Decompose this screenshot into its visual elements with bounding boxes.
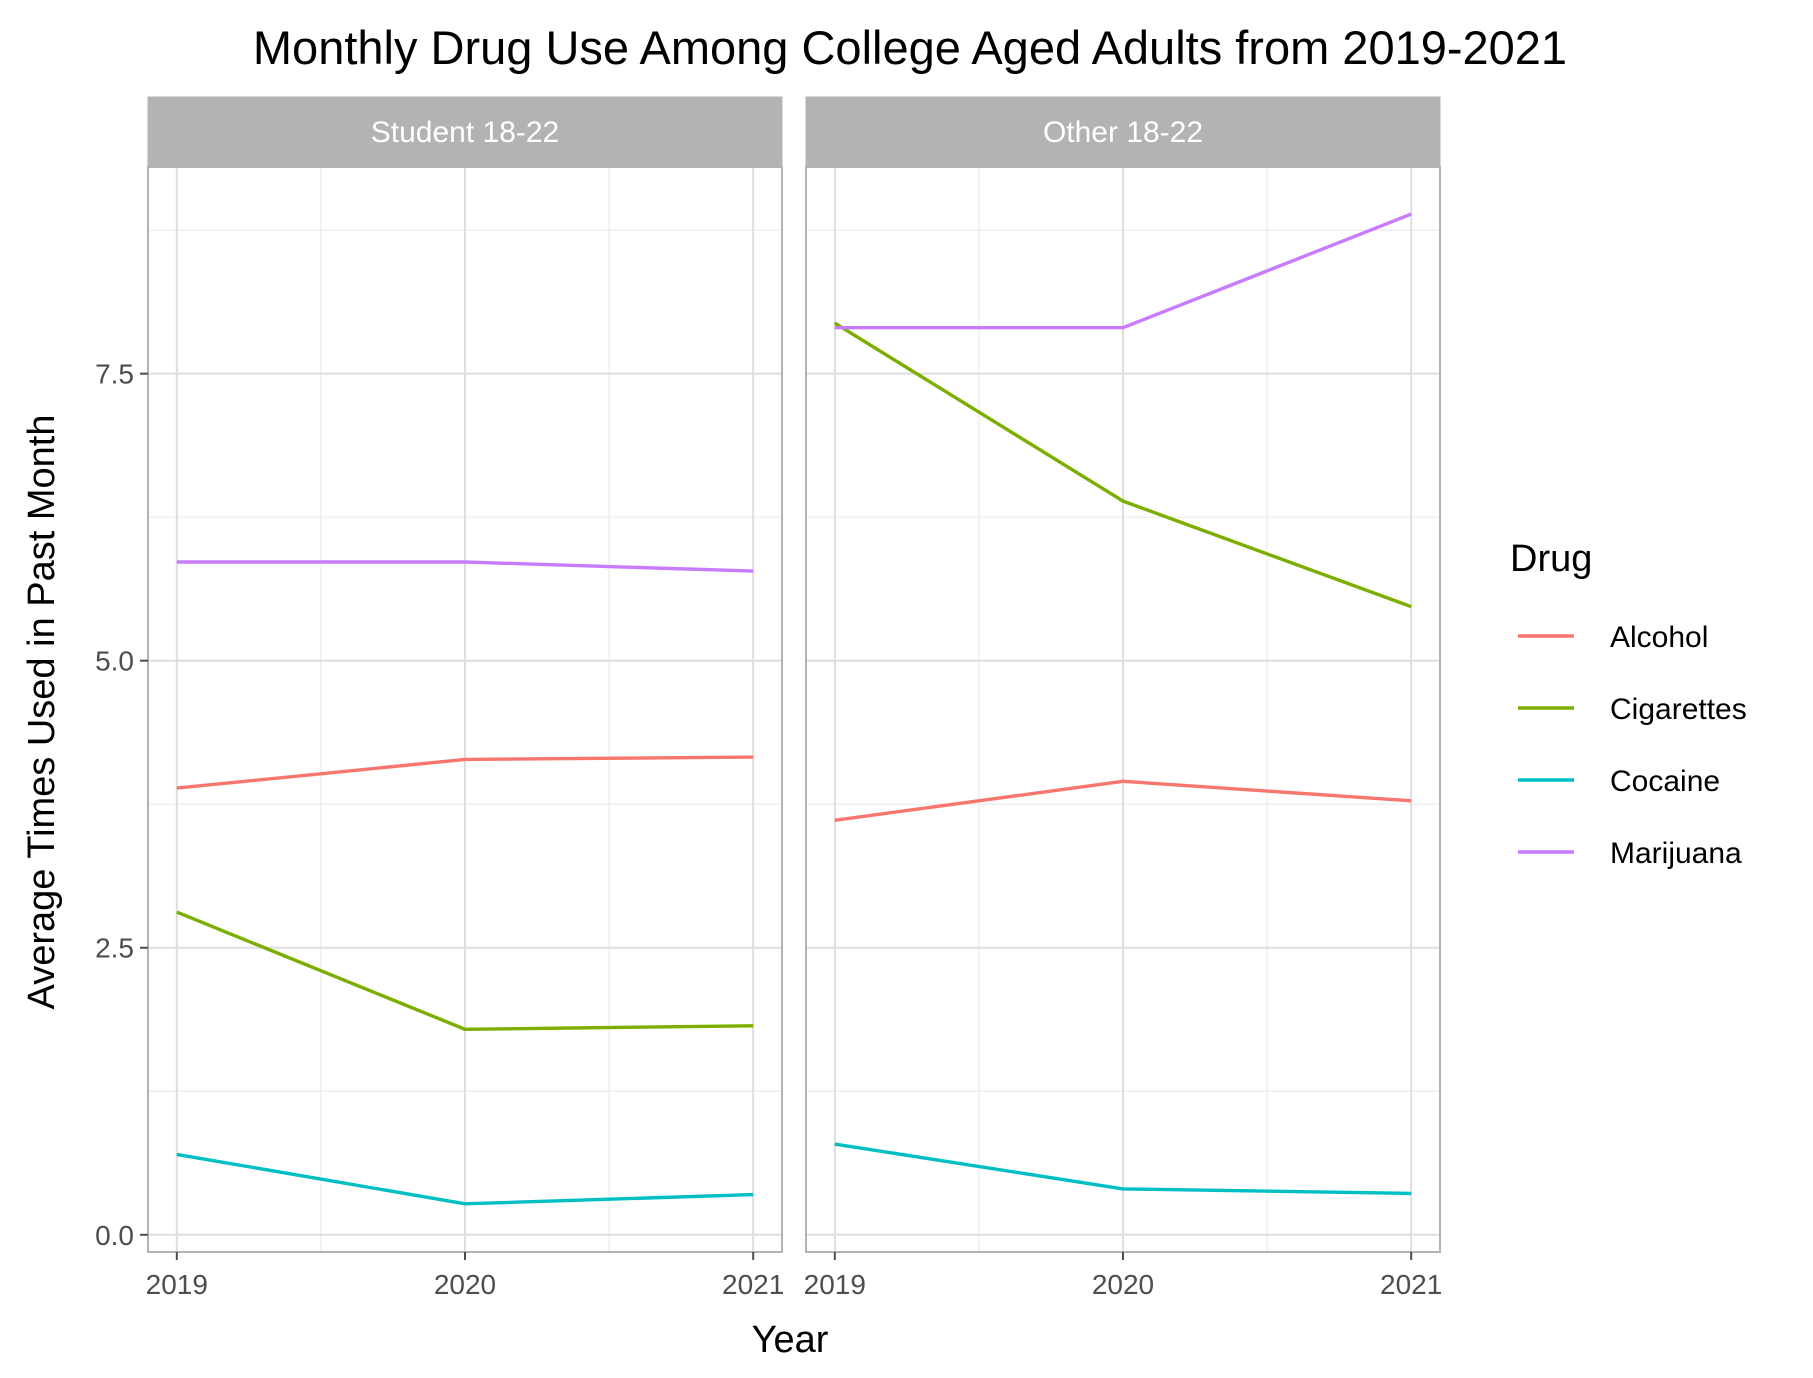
panel-2: Other 18-22 2019 2020 2021 — [804, 96, 1442, 1300]
legend-entry-alcohol: Alcohol — [1518, 621, 1708, 654]
y-tick-label: 0.0 — [95, 1220, 134, 1251]
chart-title: Monthly Drug Use Among College Aged Adul… — [253, 21, 1567, 74]
series-line-cocaine — [834, 1142, 1412, 1196]
legend: Drug Alcohol Cigarettes Cocaine Marijuana — [1510, 538, 1747, 870]
x-tick-label: 2019 — [804, 1269, 866, 1300]
legend-title: Drug — [1510, 538, 1592, 580]
series-line-marijuana — [176, 560, 754, 573]
series-line-marijuana — [834, 212, 1412, 330]
x-tick-label: 2021 — [722, 1269, 784, 1300]
series-line-cigarettes — [176, 910, 754, 1032]
series-line-cocaine — [176, 1152, 754, 1206]
y-tick-label: 5.0 — [95, 646, 134, 677]
legend-entry-cocaine: Cocaine — [1518, 765, 1720, 798]
legend-label-cigarettes: Cigarettes — [1610, 693, 1747, 726]
legend-label-alcohol: Alcohol — [1610, 621, 1708, 654]
legend-label-cocaine: Cocaine — [1610, 765, 1720, 798]
y-tick-label: 2.5 — [95, 933, 134, 964]
x-tick-label: 2019 — [146, 1269, 208, 1300]
legend-entry-marijuana: Marijuana — [1518, 837, 1742, 870]
x-axis-title: Year — [752, 1319, 829, 1361]
legend-entry-cigarettes: Cigarettes — [1518, 693, 1747, 726]
facet-strip-label: Other 18-22 — [1043, 116, 1203, 149]
x-tick-label: 2020 — [434, 1269, 496, 1300]
legend-label-marijuana: Marijuana — [1610, 837, 1742, 870]
facet-strip-label: Student 18-22 — [371, 116, 559, 149]
panel-1: Student 18-22 2019 2020 2021 0.0 2.5 5.0 7.5 — [95, 96, 784, 1300]
x-tick-label: 2021 — [1380, 1269, 1442, 1300]
facet-strip — [805, 96, 1441, 168]
y-tick-label: 7.5 — [95, 359, 134, 390]
series-line-alcohol — [176, 755, 754, 790]
series-line-cigarettes — [833, 321, 1412, 609]
legend-entries: Alcohol Cigarettes Cocaine Marijuana — [1518, 621, 1747, 870]
y-axis-title: Average Times Used in Past Month — [21, 415, 63, 1010]
series-line-alcohol — [834, 779, 1412, 822]
panels: Student 18-22 2019 2020 2021 0.0 2.5 5.0 7.5 Oth… — [95, 96, 1442, 1300]
facet-strip — [147, 96, 783, 168]
x-tick-label: 2020 — [1092, 1269, 1154, 1300]
